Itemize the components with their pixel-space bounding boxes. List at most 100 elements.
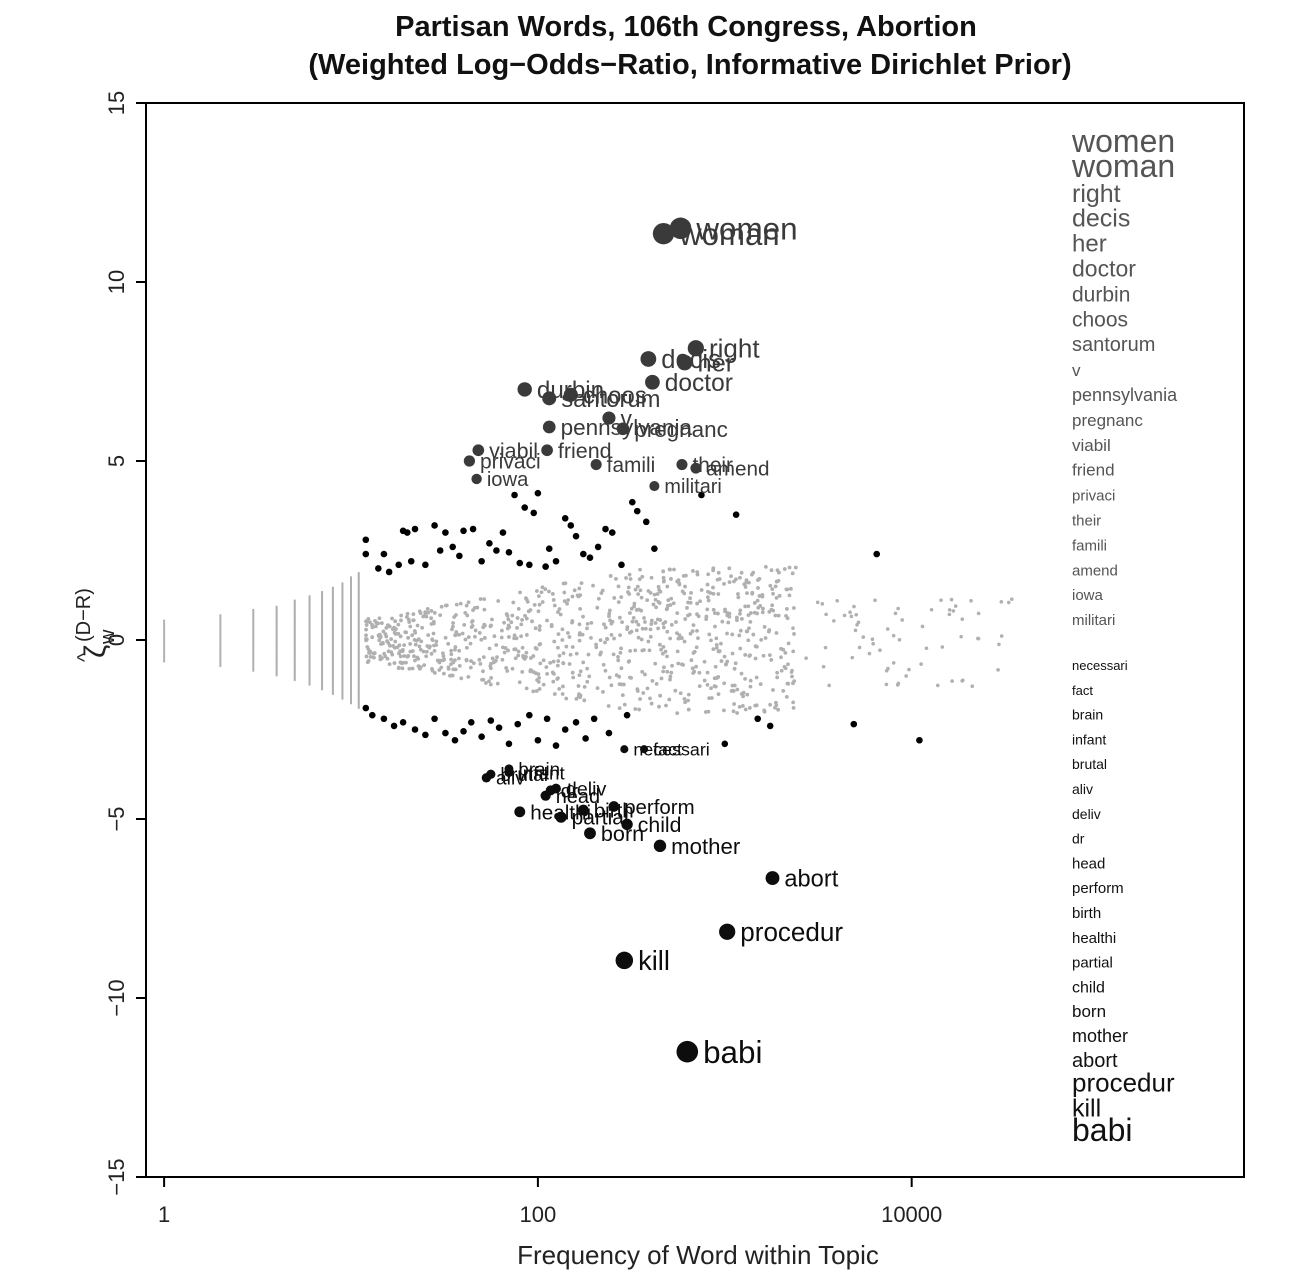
insignificant-word-point bbox=[518, 590, 522, 595]
insignificant-word-point bbox=[357, 688, 360, 692]
insignificant-word-point bbox=[341, 641, 344, 645]
insignificant-word-point bbox=[636, 592, 641, 597]
insignificant-word-point bbox=[679, 636, 684, 641]
insignificant-word-point bbox=[656, 626, 661, 631]
insignificant-word-point bbox=[357, 647, 360, 650]
significant-word-point bbox=[608, 529, 616, 536]
insignificant-word-point bbox=[219, 654, 222, 657]
insignificant-word-point bbox=[651, 602, 656, 607]
insignificant-word-point bbox=[341, 668, 344, 671]
insignificant-word-point bbox=[252, 666, 255, 670]
insignificant-word-point bbox=[565, 601, 570, 606]
insignificant-word-point bbox=[331, 667, 334, 670]
insignificant-word-point bbox=[634, 619, 639, 624]
insignificant-word-point bbox=[578, 606, 583, 611]
insignificant-word-point bbox=[321, 616, 324, 619]
insignificant-word-point bbox=[462, 622, 467, 627]
significant-word-point bbox=[395, 561, 403, 569]
insignificant-word-point bbox=[430, 668, 435, 673]
insignificant-word-point bbox=[321, 639, 324, 642]
insignificant-word-point bbox=[664, 703, 668, 708]
insignificant-word-point bbox=[308, 675, 311, 679]
insignificant-word-point bbox=[873, 598, 877, 603]
insignificant-word-point bbox=[832, 619, 836, 623]
chart-title: Partisan Words, 106th Congress, Abortion bbox=[395, 11, 977, 43]
insignificant-word-point bbox=[293, 673, 296, 676]
y-tick-label: −15 bbox=[104, 1158, 129, 1195]
insignificant-word-point bbox=[293, 608, 296, 612]
insignificant-word-point bbox=[293, 653, 296, 656]
insignificant-word-point bbox=[640, 648, 645, 653]
insignificant-word-point bbox=[502, 620, 507, 625]
insignificant-word-point bbox=[748, 684, 753, 689]
insignificant-word-point bbox=[688, 596, 692, 601]
insignificant-word-point bbox=[321, 605, 324, 608]
insignificant-word-point bbox=[341, 666, 344, 670]
insignificant-word-point bbox=[596, 596, 601, 601]
word-point-kill bbox=[615, 951, 634, 970]
insignificant-word-point bbox=[570, 645, 575, 649]
insignificant-word-point bbox=[308, 615, 311, 618]
insignificant-word-point bbox=[891, 633, 896, 638]
insignificant-word-point bbox=[331, 644, 334, 647]
insignificant-word-point bbox=[697, 670, 702, 675]
insignificant-word-point bbox=[350, 622, 353, 626]
insignificant-word-point bbox=[293, 656, 296, 660]
insignificant-word-point bbox=[331, 679, 334, 683]
insignificant-word-point bbox=[252, 651, 255, 655]
insignificant-word-point bbox=[649, 618, 654, 623]
insignificant-word-point bbox=[357, 582, 360, 586]
insignificant-word-point bbox=[350, 583, 353, 587]
insignificant-word-point bbox=[682, 639, 687, 644]
insignificant-word-point bbox=[275, 659, 278, 663]
insignificant-word-point bbox=[585, 626, 589, 631]
insignificant-word-point bbox=[163, 632, 166, 635]
insignificant-word-point bbox=[357, 691, 360, 695]
insignificant-word-point bbox=[722, 708, 726, 713]
insignificant-word-point bbox=[574, 696, 579, 701]
insignificant-word-point bbox=[410, 649, 415, 653]
insignificant-word-point bbox=[1006, 600, 1011, 605]
significant-word-point bbox=[431, 715, 438, 723]
insignificant-word-point bbox=[425, 644, 430, 648]
insignificant-word-point bbox=[619, 646, 623, 651]
x-tick-label: 10000 bbox=[881, 1202, 942, 1227]
insignificant-word-point bbox=[649, 701, 654, 706]
insignificant-word-point bbox=[386, 649, 391, 654]
significant-word-point bbox=[732, 511, 740, 518]
insignificant-word-point bbox=[878, 648, 882, 653]
insignificant-word-point bbox=[357, 575, 360, 579]
word-point-right bbox=[687, 340, 704, 357]
insignificant-word-point bbox=[706, 572, 711, 577]
ranked-word-healthi: healthi bbox=[1072, 930, 1116, 947]
insignificant-word-point bbox=[477, 631, 482, 635]
insignificant-word-point bbox=[788, 586, 793, 591]
insignificant-word-point bbox=[524, 616, 529, 621]
insignificant-word-point bbox=[667, 697, 672, 702]
insignificant-word-point bbox=[758, 604, 763, 608]
word-point-her bbox=[676, 354, 693, 371]
insignificant-word-point bbox=[357, 681, 360, 684]
insignificant-word-point bbox=[646, 639, 651, 644]
insignificant-word-point bbox=[275, 673, 278, 677]
insignificant-word-point bbox=[308, 677, 311, 681]
significant-word-point bbox=[380, 550, 388, 558]
insignificant-word-point bbox=[368, 620, 372, 625]
insignificant-word-point bbox=[163, 654, 166, 658]
insignificant-word-point bbox=[357, 572, 360, 575]
insignificant-word-point bbox=[633, 707, 638, 711]
word-point-born bbox=[584, 827, 596, 840]
insignificant-word-point bbox=[350, 615, 353, 619]
insignificant-word-point bbox=[331, 647, 334, 651]
insignificant-word-point bbox=[378, 654, 383, 659]
insignificant-word-point bbox=[731, 709, 736, 714]
ranked-word-her: her bbox=[1072, 231, 1107, 258]
ranked-word-militari: militari bbox=[1072, 612, 1115, 629]
insignificant-word-point bbox=[331, 599, 334, 602]
word-label-militari: militari bbox=[664, 476, 721, 498]
insignificant-word-point bbox=[357, 638, 360, 641]
insignificant-word-point bbox=[350, 665, 353, 669]
word-point-woman bbox=[652, 222, 675, 245]
insignificant-word-point bbox=[341, 600, 344, 603]
